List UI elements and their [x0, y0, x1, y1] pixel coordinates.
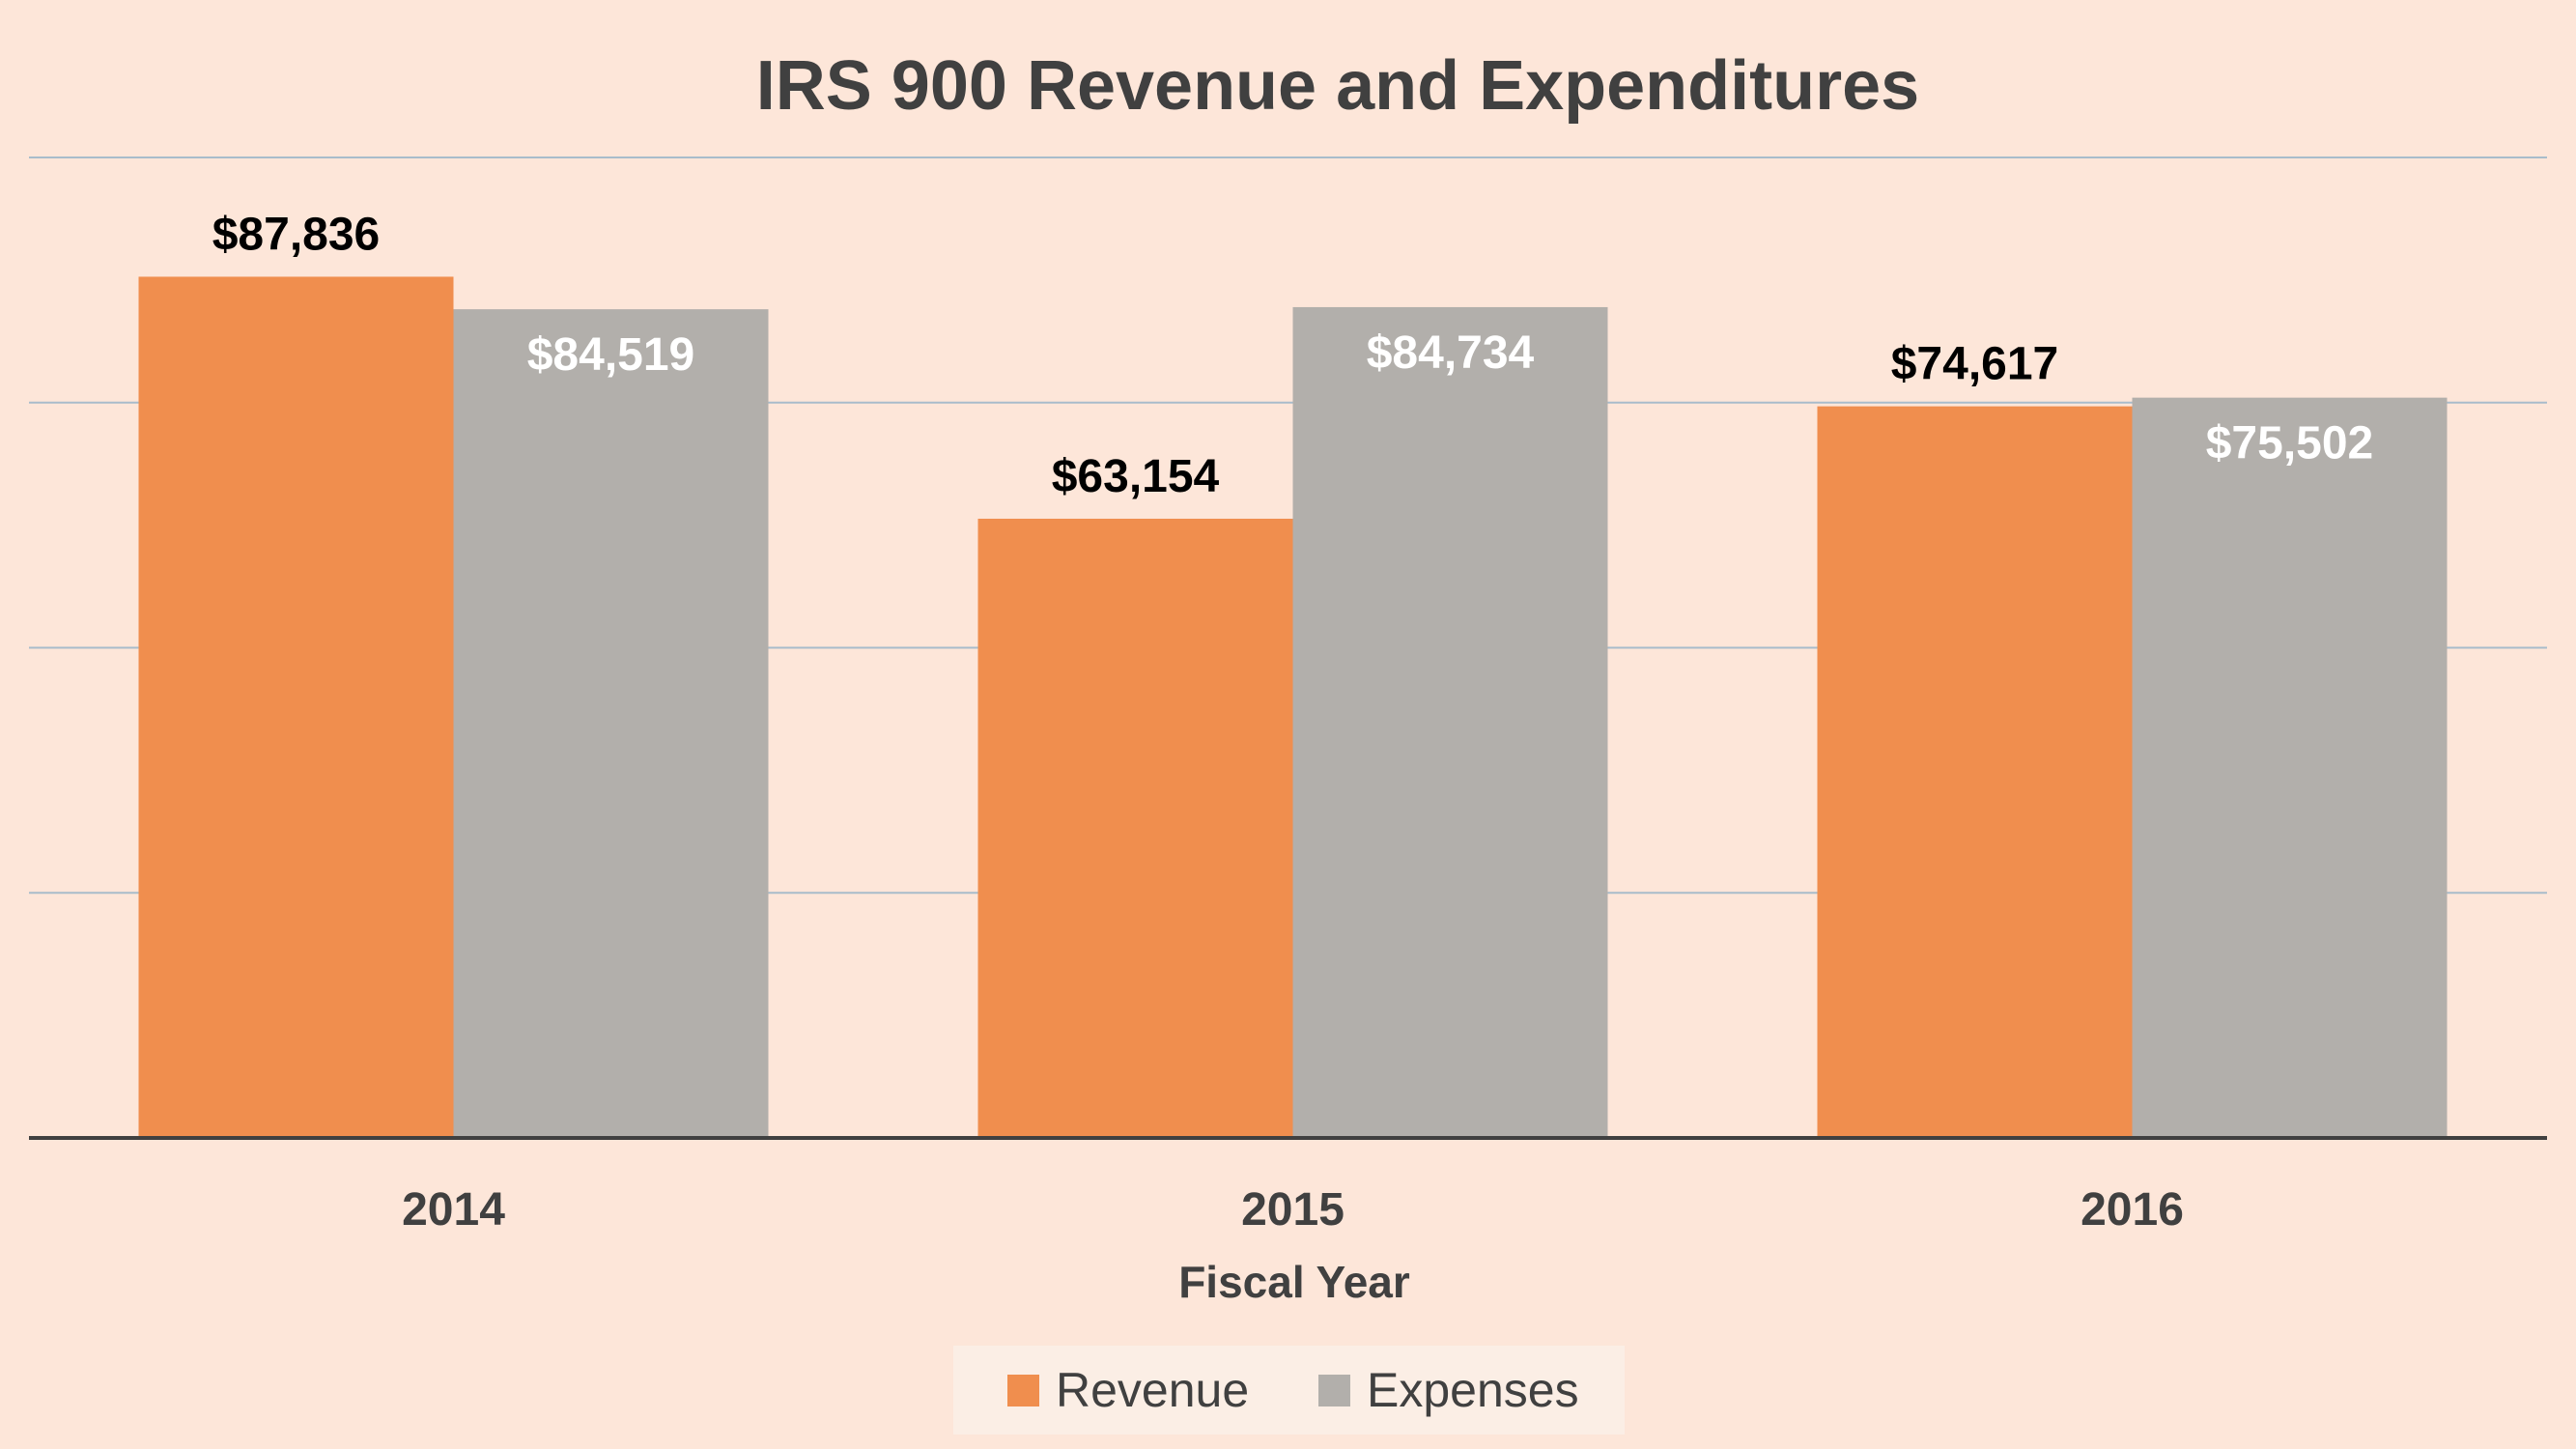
x-axis-label: Fiscal Year — [1178, 1257, 1410, 1307]
data-label-expenses-2014: $84,519 — [527, 329, 695, 381]
x-tick-label-2016: 2016 — [2081, 1184, 2184, 1236]
data-label-revenue-2014: $87,836 — [212, 209, 381, 260]
x-tick-label-2015: 2015 — [1241, 1184, 1345, 1236]
data-label-expenses-2016: $75,502 — [2206, 418, 2374, 469]
bar-expenses-2014 — [453, 309, 769, 1138]
data-label-expenses-2015: $84,734 — [1367, 327, 1535, 379]
x-tick-labels: 2014 2015 2016 — [402, 1184, 2184, 1236]
bar-expenses-2016 — [2132, 397, 2448, 1139]
bar-expenses-2015 — [1292, 306, 1608, 1138]
bars — [138, 276, 2448, 1139]
data-label-revenue-2015: $63,154 — [1052, 451, 1220, 502]
chart-title: IRS 900 Revenue and Expenditures — [756, 47, 1919, 125]
legend-label-revenue: Revenue — [1056, 1363, 1249, 1417]
bar-revenue-2014 — [138, 276, 454, 1138]
legend: Revenue Expenses — [953, 1346, 1625, 1435]
legend-swatch-revenue — [1007, 1375, 1039, 1406]
data-label-revenue-2016: $74,617 — [1891, 339, 2059, 390]
legend-label-expenses: Expenses — [1367, 1363, 1579, 1417]
data-labels: $87,836 $84,519 $63,154 $84,734 $74,617 $75,5… — [212, 209, 2374, 502]
bar-revenue-2015 — [977, 518, 1293, 1138]
bar-revenue-2016 — [1817, 406, 2133, 1138]
legend-background — [953, 1346, 1625, 1435]
legend-swatch-expenses — [1318, 1375, 1350, 1406]
x-tick-label-2014: 2014 — [402, 1184, 505, 1236]
